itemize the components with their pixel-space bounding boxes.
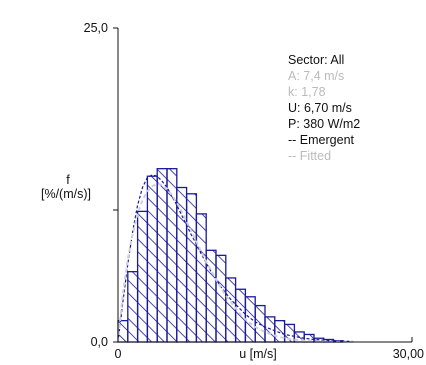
x-tick-label-start: 0 [115, 347, 122, 361]
histogram-bar [185, 193, 198, 343]
series-line-fitted [117, 182, 354, 343]
stat-mean-speed: U: 6,70 m/s [288, 101, 352, 115]
stat-weibull-a: A: 7,4 m/s [288, 69, 344, 83]
stat-power-density: P: 380 W/m2 [288, 117, 360, 131]
series-line-emergent [117, 174, 354, 343]
histogram-bar [195, 213, 207, 343]
histogram-bar [205, 249, 217, 343]
histogram-bar [156, 168, 168, 343]
histogram-bar [136, 210, 149, 343]
histogram-bar [146, 175, 158, 343]
histogram-bar [215, 254, 227, 343]
legend-fitted: -- Fitted [288, 149, 331, 163]
stats-legend: Sector: All A: 7,4 m/s k: 1,78 U: 6,70 m… [288, 53, 360, 163]
y-axis-label-unit: [%/(m/s)] [41, 187, 91, 201]
y-tick-label-top: 25,0 [84, 21, 108, 35]
legend-emergent: -- Emergent [288, 133, 355, 147]
histogram-bar [127, 271, 139, 343]
y-tick-label-bottom: 0,0 [91, 335, 108, 349]
x-tick-label-end: 30,00 [393, 347, 424, 361]
histogram-bar [225, 277, 237, 343]
distribution-lines [117, 174, 354, 343]
stat-sector: Sector: All [288, 53, 344, 67]
histogram-bars [117, 168, 345, 343]
x-axis-label: u [m/s] [239, 347, 277, 361]
stat-weibull-k: k: 1,78 [288, 85, 326, 99]
y-axis-label-symbol: f [66, 173, 70, 187]
